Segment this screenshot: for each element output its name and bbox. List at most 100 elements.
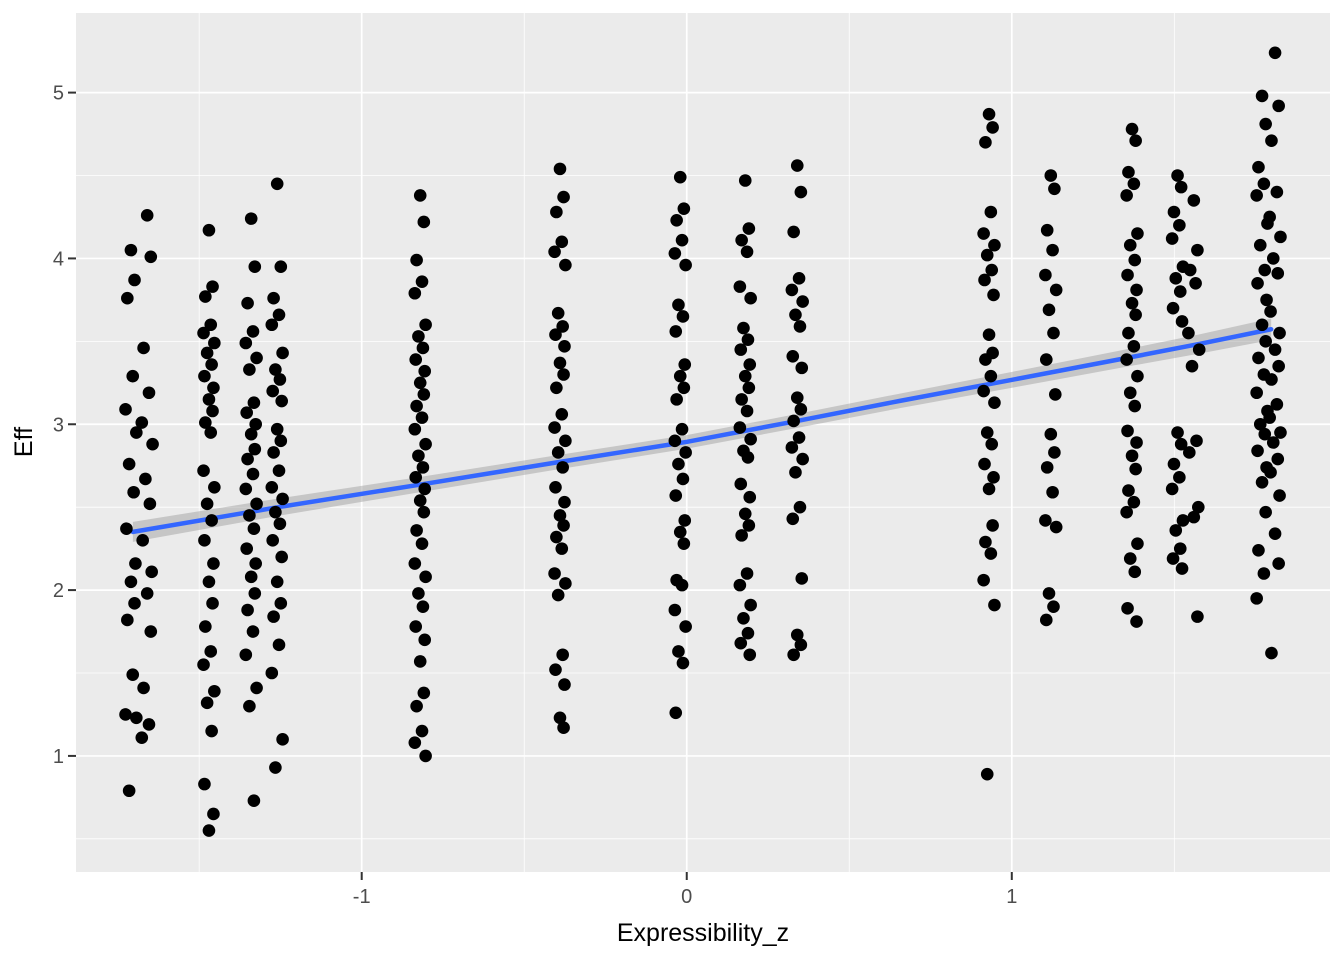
scatter-point <box>415 411 429 424</box>
scatter-point <box>418 482 432 496</box>
scatter-point <box>1266 436 1280 449</box>
scatter-point <box>1125 296 1139 310</box>
scatter-point <box>1039 613 1053 627</box>
scatter-point <box>412 449 425 463</box>
scatter-point <box>1185 359 1199 373</box>
scatter-point <box>549 480 562 494</box>
scatter-point <box>1044 427 1058 441</box>
scatter-point <box>1122 484 1135 497</box>
scatter-point <box>1183 263 1197 277</box>
scatter-point <box>1128 399 1142 413</box>
scatter-point <box>265 666 279 680</box>
scatter-point <box>1125 122 1139 136</box>
scatter-point <box>119 708 132 721</box>
scatter-point <box>984 205 998 219</box>
scatter-point <box>144 250 158 264</box>
scatter-point <box>1048 388 1062 401</box>
y-tick-label: 2 <box>53 580 64 602</box>
scatter-point <box>142 386 156 400</box>
scatter-point <box>198 777 211 791</box>
scatter-point <box>1123 552 1137 565</box>
scatter-point <box>199 290 212 303</box>
scatter-point <box>789 308 802 322</box>
scatter-point <box>199 416 212 429</box>
scatter-point <box>143 497 157 511</box>
axis-tick-marks <box>68 91 1013 880</box>
scatter-point <box>140 209 154 222</box>
scatter-point <box>1255 89 1269 103</box>
scatter-point <box>977 573 990 587</box>
scatter-point <box>130 711 143 725</box>
scatter-point <box>197 464 210 477</box>
scatter-point <box>249 557 262 570</box>
scatter-point <box>1252 543 1265 557</box>
scatter-point <box>558 678 571 691</box>
scatter-point <box>1042 587 1056 600</box>
scatter-point <box>417 215 431 229</box>
scatter-point <box>247 522 261 536</box>
scatter-point <box>737 321 750 335</box>
scatter-point <box>735 393 748 406</box>
scatter-point <box>1189 277 1202 290</box>
scatter-point <box>239 648 253 662</box>
scatter-point <box>198 534 211 547</box>
scatter-point <box>675 422 689 436</box>
scatter-point <box>551 588 565 602</box>
scatter-point <box>1176 514 1190 527</box>
scatter-point <box>240 406 253 419</box>
scatter-point <box>986 519 999 532</box>
scatter-point <box>1271 267 1285 280</box>
scatter-point <box>1266 252 1280 265</box>
scatter-point <box>270 422 284 436</box>
scatter-point <box>1131 369 1144 383</box>
scatter-point <box>977 384 990 398</box>
scatter-point <box>790 159 804 172</box>
x-tick-label: 0 <box>681 886 692 908</box>
scatter-point <box>550 205 563 219</box>
scatter-point <box>408 736 422 749</box>
scatter-point <box>119 403 132 416</box>
scatter-point <box>244 427 258 441</box>
scatter-point <box>793 500 807 514</box>
scatter-point <box>206 280 219 293</box>
scatter-point <box>550 381 563 395</box>
scatter-point <box>670 213 683 227</box>
scatter-point <box>409 620 423 633</box>
y-axis-title: Eff <box>10 427 38 457</box>
scatter-point <box>672 645 685 658</box>
scatter-point <box>1121 602 1134 615</box>
scatter-point <box>669 706 683 720</box>
scatter-point <box>408 557 422 570</box>
scatter-point <box>1122 326 1135 340</box>
scatter-point <box>199 620 212 633</box>
scatter-point <box>417 505 431 519</box>
scatter-point <box>1253 238 1267 252</box>
scatter-point <box>207 557 220 570</box>
scatter-point <box>549 328 562 342</box>
scatter-point <box>1274 230 1287 244</box>
scatter-point <box>792 431 806 444</box>
scatter-point <box>1268 343 1282 356</box>
scatter-point <box>408 286 422 300</box>
scatter-point <box>418 364 432 378</box>
scatter-point <box>1250 189 1263 202</box>
y-tick-label: 4 <box>53 248 64 270</box>
scatter-point <box>675 578 689 592</box>
scatter-point <box>208 684 221 698</box>
scatter-point <box>410 253 423 267</box>
scatter-point <box>1130 615 1143 628</box>
scatter-point <box>265 318 279 332</box>
scatter-point <box>558 340 571 353</box>
scatter-point <box>553 356 567 370</box>
scatter-point <box>197 326 210 340</box>
scatter-point <box>1121 268 1134 282</box>
x-axis-title: Expressibility_z <box>617 919 789 947</box>
scatter-point <box>796 452 809 466</box>
scatter-point <box>275 550 288 564</box>
scatter-point <box>202 393 216 406</box>
scatter-point <box>742 381 756 395</box>
scatter-point <box>743 358 757 371</box>
scatter-point <box>1183 446 1196 459</box>
scatter-point <box>270 177 284 191</box>
scatter-point <box>789 466 802 479</box>
